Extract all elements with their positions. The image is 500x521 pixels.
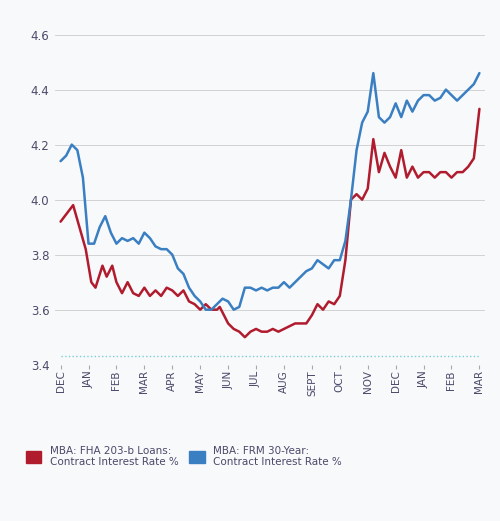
Legend: MBA: FHA 203-b Loans:
Contract Interest Rate %, MBA: FRM 30-Year:
Contract Inter: MBA: FHA 203-b Loans: Contract Interest … xyxy=(26,445,342,467)
